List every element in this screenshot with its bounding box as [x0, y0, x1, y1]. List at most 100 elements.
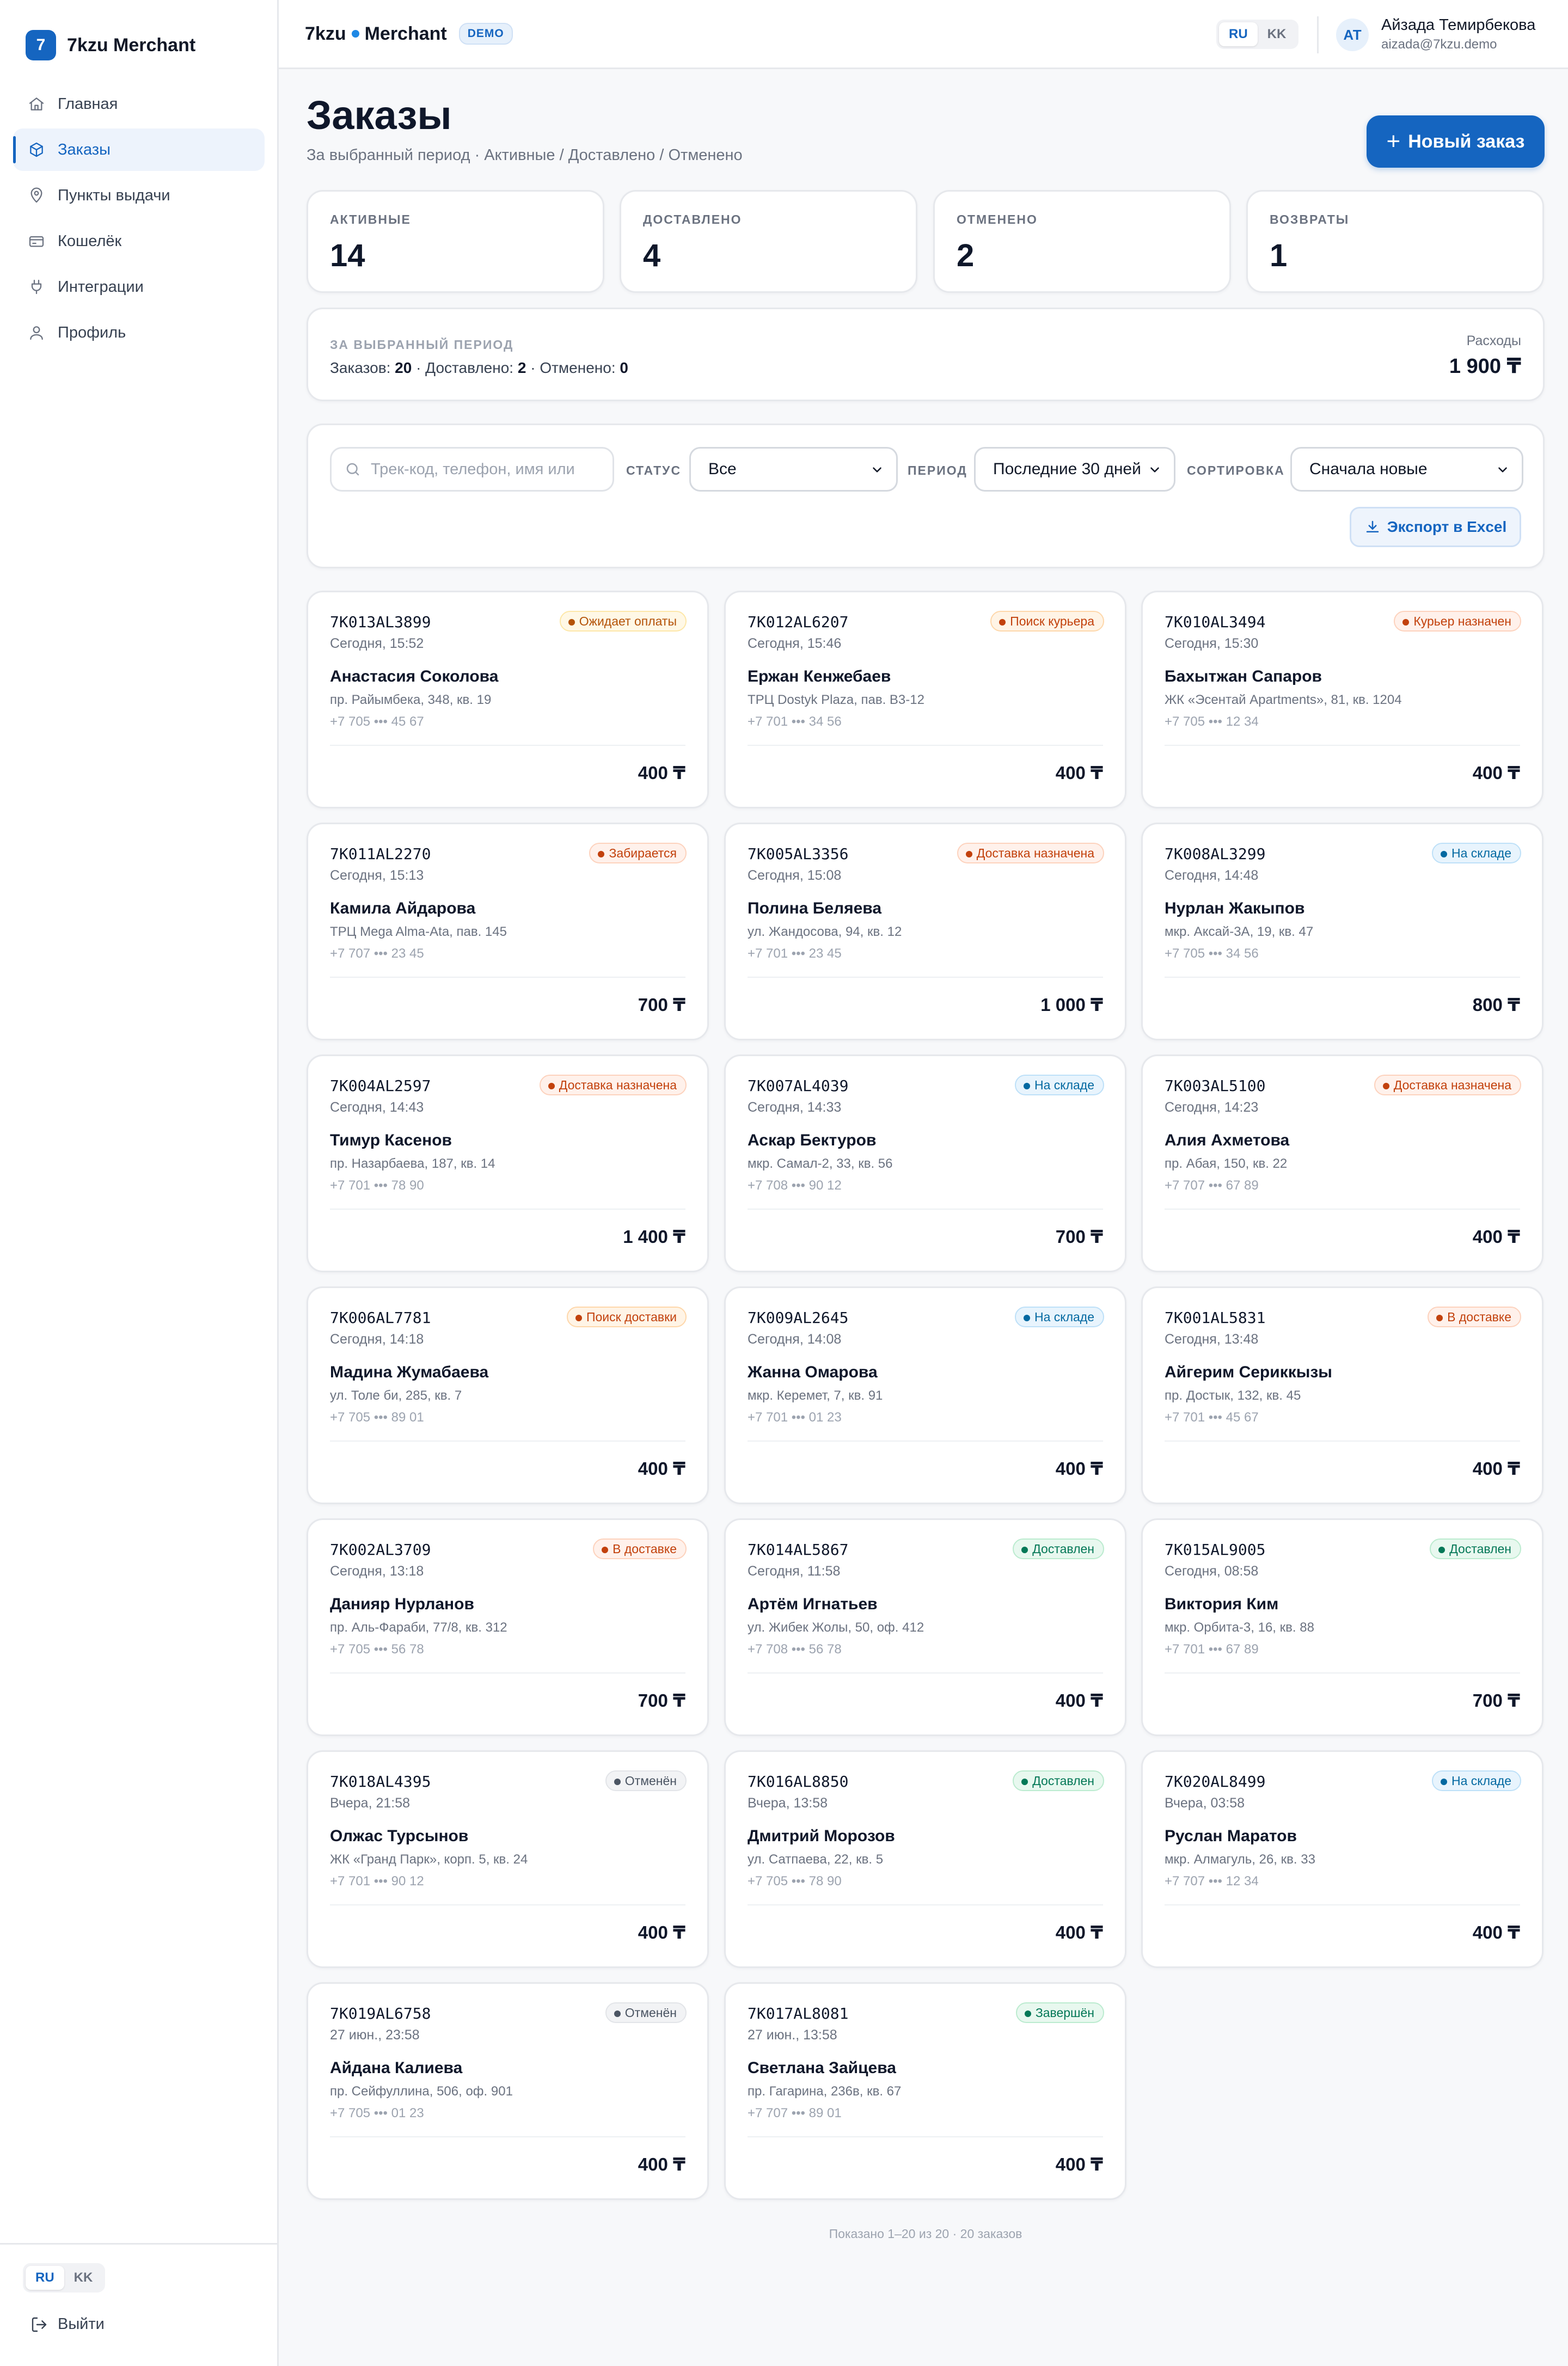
status-badge: Курьер назначен	[1394, 611, 1521, 632]
user-icon	[27, 323, 46, 342]
recipient-name: Артём Игнатьев	[748, 1595, 878, 1613]
order-price: 700 ₸	[638, 995, 685, 1015]
order-time: Сегодня, 14:23	[1165, 1100, 1259, 1115]
order-track-code: 7K006AL7781	[330, 1309, 431, 1327]
order-track-code: 7K004AL2597	[330, 1077, 431, 1095]
status-badge: На складе	[1431, 843, 1521, 863]
order-card[interactable]: 7K005AL3356 Сегодня, 15:08 Доставка назнач…	[724, 823, 1126, 1040]
topbar-lang-ru-button[interactable]: RU	[1219, 22, 1258, 46]
order-card[interactable]: 7K002AL3709 Сегодня, 13:18 В доставке Дания…	[307, 1518, 709, 1736]
order-track-code: 7K001AL5831	[1165, 1309, 1266, 1327]
card-divider	[330, 1209, 685, 1210]
period-select[interactable]: Последние 30 дней	[974, 447, 1175, 492]
order-card[interactable]: 7K003AL5100 Сегодня, 14:23 Доставка назнач…	[1141, 1055, 1543, 1272]
order-card[interactable]: 7K012AL6207 Сегодня, 15:46 Поиск курьера Ер…	[724, 591, 1126, 808]
recipient-name: Айгерим Сериккызы	[1165, 1363, 1332, 1381]
recipient-name: Аскар Бектуров	[748, 1131, 877, 1149]
user-name: Айзада Темирбекова	[1381, 16, 1536, 34]
order-card[interactable]: 7K011AL2270 Сегодня, 15:13 Забирается Камил…	[307, 823, 709, 1040]
order-card[interactable]: 7K015AL9005 Сегодня, 08:58 Доставлен Виктор…	[1141, 1518, 1543, 1736]
card-divider	[748, 1904, 1103, 1905]
search-input[interactable]: Трек-код, телефон, имя или	[330, 447, 614, 492]
order-card[interactable]: 7K008AL3299 Сегодня, 14:48 На складе Нурлан…	[1141, 823, 1543, 1040]
lang-ru-button[interactable]: RU	[26, 2266, 64, 2290]
user-email: aizada@7kzu.demo	[1381, 37, 1497, 52]
page-subtitle: За выбранный период · Активные / Доставл…	[307, 146, 743, 164]
chevron-down-icon	[873, 467, 881, 473]
sidebar-footer: RU KK Выйти	[0, 2243, 279, 2333]
sidebar-item[interactable]: Главная	[13, 83, 265, 125]
recipient-phone: +7 705 ••• 12 34	[1165, 714, 1259, 729]
order-price: 1 000 ₸	[1040, 995, 1103, 1015]
brand[interactable]: 7 7kzu Merchant	[26, 30, 195, 60]
recipient-phone: +7 705 ••• 89 01	[330, 1410, 424, 1425]
period-summary: ЗА ВЫБРАННЫЙ ПЕРИОД Заказов: 20 · Достав…	[307, 308, 1545, 401]
sidebar-item[interactable]: Профиль	[13, 311, 265, 354]
order-card[interactable]: 7K018AL4395 Вчера, 21:58 Отменён Олжас Турс…	[307, 1750, 709, 1968]
chevron-down-icon	[1498, 467, 1507, 473]
recipient-phone: +7 707 ••• 12 34	[1165, 1874, 1259, 1889]
order-card[interactable]: 7K020AL8499 Вчера, 03:58 На складе Руслан М…	[1141, 1750, 1543, 1968]
order-track-code: 7K016AL8850	[748, 1773, 849, 1791]
card-divider	[1165, 1672, 1520, 1674]
order-card[interactable]: 7K013AL3899 Сегодня, 15:52 Ожидает оплаты А…	[307, 591, 709, 808]
recipient-address: пр. Абая, 150, кв. 22	[1165, 1156, 1288, 1171]
pagination-info: Показано 1–20 из 20 · 20 заказов	[829, 2227, 1022, 2241]
order-card[interactable]: 7K006AL7781 Сегодня, 14:18 Поиск доставки М…	[307, 1286, 709, 1504]
status-select[interactable]: Все	[689, 447, 898, 492]
sidebar-item[interactable]: Интеграции	[13, 266, 265, 308]
recipient-address: пр. Достык, 132, кв. 45	[1165, 1388, 1301, 1403]
card-divider	[748, 1209, 1103, 1210]
status-badge: В доставке	[1428, 1307, 1521, 1327]
order-card[interactable]: 7K001AL5831 Сегодня, 13:48 В доставке Айгер…	[1141, 1286, 1543, 1504]
card-divider	[748, 745, 1103, 746]
recipient-name: Анастасия Соколова	[330, 667, 499, 685]
order-price: 700 ₸	[1472, 1690, 1520, 1711]
topbar-lang-kk-button[interactable]: KK	[1267, 27, 1287, 41]
order-price: 800 ₸	[1472, 995, 1520, 1015]
order-time: 27 июн., 13:58	[748, 2027, 837, 2043]
language-toggle: RU KK	[23, 2263, 106, 2293]
status-badge: Доставлен	[1013, 1770, 1104, 1791]
order-time: Сегодня, 08:58	[1165, 1564, 1259, 1579]
order-card[interactable]: 7K004AL2597 Сегодня, 14:43 Доставка назнач…	[307, 1055, 709, 1272]
home-icon	[27, 95, 46, 113]
sort-select[interactable]: Сначала новые	[1290, 447, 1523, 492]
order-card[interactable]: 7K017AL8081 27 июн., 13:58 Завершён Светлан…	[724, 1982, 1126, 2200]
sidebar-item[interactable]: Заказы	[13, 128, 265, 171]
export-excel-button[interactable]: Экспорт в Excel	[1350, 507, 1521, 547]
sidebar-item[interactable]: Кошелёк	[13, 220, 265, 262]
recipient-name: Нурлан Жакыпов	[1165, 899, 1305, 917]
recipient-address: ЖК «Эсентай Apartments», 81, кв. 1204	[1165, 692, 1402, 707]
status-badge: Доставка назначена	[539, 1075, 687, 1095]
order-card[interactable]: 7K016AL8850 Вчера, 13:58 Доставлен Дмитрий …	[724, 1750, 1126, 1968]
stat-value: 1	[1270, 238, 1288, 273]
order-price: 400 ₸	[1472, 763, 1520, 783]
recipient-address: ул. Сатпаева, 22, кв. 5	[748, 1852, 884, 1867]
stat-value: 2	[957, 238, 975, 273]
order-card[interactable]: 7K014AL5867 Сегодня, 11:58 Доставлен Артём …	[724, 1518, 1126, 1736]
recipient-name: Данияр Нурланов	[330, 1595, 474, 1613]
order-card[interactable]: 7K019AL6758 27 июн., 23:58 Отменён Айдана К…	[307, 1982, 709, 2200]
card-divider	[1165, 1441, 1520, 1442]
new-order-button[interactable]: + Новый заказ	[1367, 115, 1545, 168]
filters-panel: Трек-код, телефон, имя или СТАТУС Все ПЕ…	[307, 424, 1545, 568]
order-track-code: 7K012AL6207	[748, 613, 849, 631]
avatar[interactable]: АТ	[1336, 19, 1369, 51]
order-time: Сегодня, 15:52	[330, 636, 424, 651]
recipient-name: Руслан Маратов	[1165, 1827, 1297, 1845]
order-card[interactable]: 7K009AL2645 Сегодня, 14:08 На складе Жанна …	[724, 1286, 1126, 1504]
status-badge: На складе	[1431, 1770, 1521, 1791]
sidebar: 7 7kzu Merchant Главная Заказы Пункты выда…	[0, 0, 279, 2366]
recipient-name: Ержан Кенжебаев	[748, 667, 891, 685]
stat-label: ДОСТАВЛЕНО	[643, 212, 742, 226]
order-track-code: 7K015AL9005	[1165, 1541, 1266, 1559]
order-card[interactable]: 7K010AL3494 Сегодня, 15:30 Курьер назначен…	[1141, 591, 1543, 808]
order-card[interactable]: 7K007AL4039 Сегодня, 14:33 На складе Аскар …	[724, 1055, 1126, 1272]
order-track-code: 7K005AL3356	[748, 845, 849, 863]
lang-kk-button[interactable]: KK	[74, 2270, 93, 2285]
order-track-code: 7K020AL8499	[1165, 1773, 1266, 1791]
logout-button[interactable]: Выйти	[30, 2315, 105, 2333]
card-divider	[330, 1904, 685, 1905]
sidebar-item[interactable]: Пункты выдачи	[13, 174, 265, 217]
